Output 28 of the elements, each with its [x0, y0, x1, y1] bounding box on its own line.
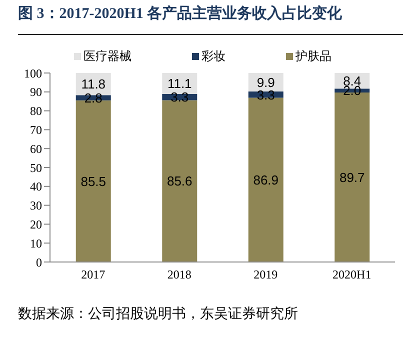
y-tick-label: 10 [30, 236, 42, 250]
data-label: 11.8 [81, 76, 106, 92]
bar [162, 100, 198, 262]
chart-title: 图 3：2017-2020H1 各产品主营业务收入占比变化 [18, 4, 342, 23]
x-tick-label: 2017 [81, 268, 106, 282]
data-label: 85.6 [166, 174, 192, 189]
y-tick-label: 60 [30, 142, 42, 156]
y-tick-label: 80 [30, 104, 42, 118]
source-note: 数据来源：公司招股说明书，东吴证券研究所 [18, 305, 298, 323]
y-tick-label: 70 [30, 122, 42, 137]
x-tick-label: 2018 [167, 268, 192, 282]
x-tick-label: 2020H1 [332, 268, 372, 282]
data-label: 86.9 [253, 172, 279, 188]
y-tick-label: 40 [30, 180, 42, 194]
y-tick-label: 100 [24, 66, 42, 80]
y-tick-label: 20 [30, 217, 42, 232]
data-label: 89.7 [339, 170, 365, 185]
legend-label: 护肤品 [294, 48, 332, 65]
data-label: 85.5 [80, 174, 106, 189]
y-tick-label: 0 [36, 255, 42, 270]
legend-label: 彩妆 [200, 48, 226, 65]
y-tick-label: 50 [30, 160, 42, 175]
y-tick-label: 30 [30, 198, 42, 213]
legend-label: 医疗器械 [82, 48, 132, 65]
x-tick-label: 2019 [254, 268, 278, 282]
data-label: 9.9 [256, 74, 275, 90]
data-label: 11.1 [167, 76, 192, 92]
y-tick-label: 90 [30, 85, 42, 100]
